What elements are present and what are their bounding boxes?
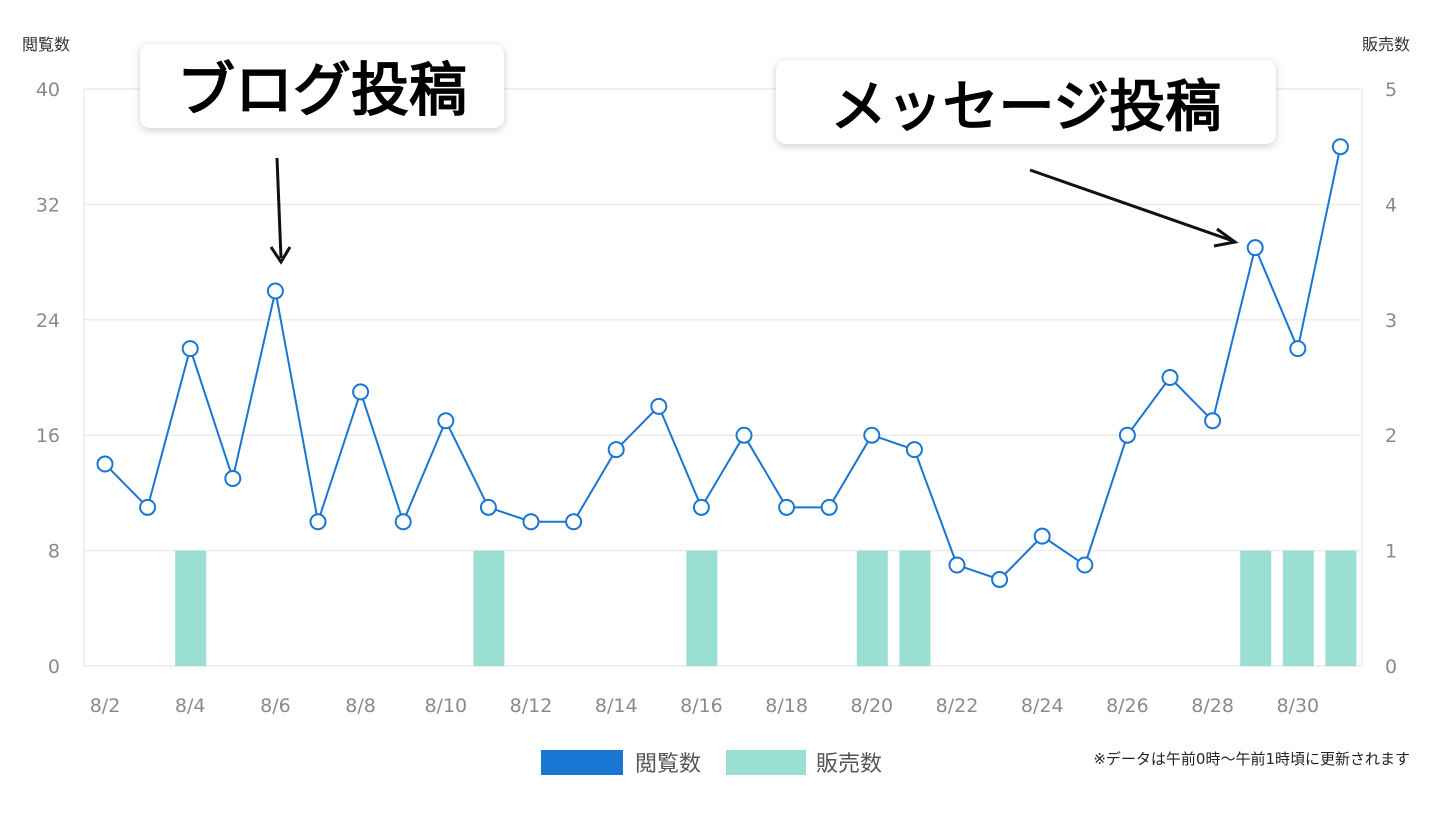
views-point [394, 513, 412, 531]
views-point [1033, 527, 1051, 545]
views-point [352, 383, 370, 401]
right-tick-label: 4 [1385, 194, 1397, 216]
right-axis-ticks: 0 1 2 3 4 5 [1385, 79, 1397, 678]
sales-bar [686, 550, 718, 666]
views-point [948, 556, 966, 574]
views-point [1161, 369, 1179, 386]
views-point [266, 282, 284, 300]
x-tick-label: 8/20 [850, 695, 893, 717]
x-tick-label: 8/12 [510, 695, 553, 717]
views-point [224, 469, 242, 487]
views-point [479, 498, 497, 516]
x-tick-label: 8/26 [1106, 695, 1149, 717]
legend-swatch-views [541, 750, 623, 775]
x-tick-label: 8/18 [765, 695, 808, 717]
views-point [650, 397, 668, 415]
sales-bar [899, 550, 931, 666]
x-tick-label: 8/22 [936, 695, 979, 717]
views-point [607, 441, 625, 459]
x-tick-label: 8/8 [345, 695, 376, 717]
left-tick-label: 32 [36, 194, 60, 216]
views-point [522, 513, 540, 531]
x-tick-label: 8/16 [680, 695, 723, 717]
views-point [96, 455, 114, 473]
views-point [1331, 138, 1349, 156]
left-tick-label: 24 [36, 310, 60, 332]
views-point [181, 340, 199, 358]
x-tick-label: 8/10 [424, 695, 467, 717]
annotation-arrowhead [1213, 227, 1239, 248]
views-point [905, 441, 923, 459]
views-point [1246, 239, 1264, 257]
legend-label-sales: 販売数 [816, 752, 882, 777]
views-point [1118, 426, 1136, 444]
sales-bar [473, 550, 505, 666]
views-point [820, 498, 838, 516]
right-tick-label: 5 [1385, 79, 1397, 101]
views-series-line [104, 146, 1342, 581]
right-axis-title: 販売数 [1362, 35, 1410, 54]
annotation-arrowhead [269, 246, 292, 265]
views-point [692, 498, 710, 516]
left-tick-label: 16 [36, 425, 60, 447]
x-tick-label: 8/28 [1191, 695, 1234, 717]
right-tick-label: 0 [1385, 656, 1397, 678]
left-axis-ticks: 0 8 16 24 32 40 [36, 79, 60, 678]
annotation-arrow [1029, 168, 1234, 243]
x-tick-label: 8/4 [175, 695, 206, 717]
left-axis-title: 閲覧数 [22, 35, 70, 54]
right-tick-label: 1 [1385, 541, 1397, 563]
x-tick-label: 8/24 [1021, 695, 1064, 717]
sales-bar [175, 550, 207, 666]
views-point [1204, 412, 1222, 430]
views-point [309, 513, 327, 531]
sales-bar [1240, 550, 1272, 666]
right-tick-label: 2 [1385, 425, 1397, 447]
sales-bar [1325, 550, 1357, 666]
left-tick-label: 8 [48, 541, 60, 563]
annotation-blog: ブログ投稿 [140, 44, 504, 265]
sales-bars [175, 550, 1357, 666]
x-tick-label: 8/14 [595, 695, 638, 717]
legend-label-views: 閲覧数 [635, 752, 701, 777]
annotation-box [140, 44, 504, 128]
annotation-message: メッセージ投稿 [776, 60, 1276, 248]
views-point [991, 570, 1009, 588]
views-point [778, 498, 796, 516]
left-tick-label: 0 [48, 656, 60, 678]
views-point [863, 426, 881, 444]
views-points [96, 138, 1349, 588]
views-point [1076, 556, 1094, 574]
views-point [1289, 340, 1307, 358]
right-tick-label: 3 [1385, 310, 1397, 332]
views-point [735, 426, 753, 444]
legend: 閲覧数 販売数 [541, 750, 882, 777]
views-line [104, 146, 1342, 581]
left-tick-label: 40 [36, 79, 60, 101]
annotation-label: メッセージ投稿 [831, 75, 1222, 140]
sales-bar [1282, 550, 1314, 666]
annotation-label: ブログ投稿 [177, 56, 467, 124]
sales-bar [856, 550, 888, 666]
x-tick-label: 8/6 [260, 695, 291, 717]
views-point [565, 513, 583, 531]
annotation-arrow [275, 157, 283, 259]
views-point [139, 498, 157, 516]
views-point [437, 412, 455, 430]
x-tick-label: 8/30 [1276, 695, 1319, 717]
update-note: ※データは午前0時〜午前1時頃に更新されます [1093, 750, 1410, 768]
legend-swatch-sales [726, 750, 806, 775]
x-axis-ticks: 8/2 8/4 8/6 8/8 8/10 8/12 8/14 8/16 8/18 8/20 8/22… [90, 695, 1319, 717]
annotation-box [776, 60, 1276, 144]
x-tick-label: 8/2 [90, 695, 121, 717]
